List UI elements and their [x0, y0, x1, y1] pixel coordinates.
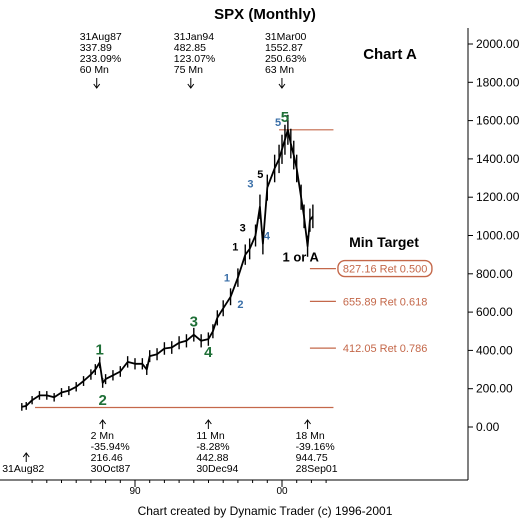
up-arrow-head — [22, 452, 30, 458]
top-annotation-line: 75 Mn — [174, 64, 203, 76]
plot-lines-layer: 827.16 Ret 0.500 655.89 Ret 0.618 412.05 R… — [35, 129, 433, 409]
wave-label: 5 — [257, 169, 263, 181]
retracement-label: 655.89 Ret 0.618 — [343, 296, 427, 308]
wave-label: 4 — [204, 344, 213, 361]
top-annotation-line: 123.07% — [174, 53, 215, 65]
wave-label: 1 — [232, 242, 238, 254]
chart-label: Chart A — [363, 46, 417, 63]
top-annotation-line: 1552.87 — [265, 42, 303, 54]
y-tick-label: 1400.00 — [476, 152, 520, 166]
down-arrow-head — [93, 83, 101, 89]
top-annotation-line: 482.85 — [174, 42, 206, 54]
up-arrow-head — [99, 419, 107, 425]
y-tick-label: 1200.00 — [476, 190, 520, 204]
wave-label: 3 — [247, 178, 253, 190]
bottom-annotation-line: 28Sep01 — [296, 463, 338, 475]
chart-footer: Chart created by Dynamic Trader (c) 1996… — [138, 504, 393, 518]
bottom-annotation-line: 30Oct87 — [91, 463, 131, 475]
bottom-annotation-line: 31Aug82 — [2, 463, 44, 475]
top-annotation-line: 233.09% — [80, 53, 121, 65]
bottom-annotation-line: 944.75 — [296, 452, 328, 464]
y-tick-label: 200.00 — [476, 382, 513, 396]
bottom-annotation-line: -8.28% — [196, 441, 229, 453]
retracement-label: 827.16 Ret 0.500 — [343, 264, 427, 276]
top-annotation-line: 337.89 — [80, 42, 112, 54]
up-arrow-head — [304, 419, 311, 425]
wave-label: 4 — [264, 231, 271, 243]
y-tick-label: 2000.00 — [476, 37, 520, 51]
retracement-box — [337, 259, 433, 278]
bottom-annotation-line: 30Dec94 — [196, 463, 238, 475]
top-annotation-line: 31Mar00 — [265, 31, 307, 43]
y-tick-label: 0.00 — [476, 420, 500, 434]
up-arrow-head — [204, 419, 212, 425]
bottom-annotation-line: -35.94% — [91, 441, 130, 453]
down-arrow-head — [278, 83, 286, 89]
x-tick-label: 90 — [129, 486, 141, 497]
bottom-annotation-line: 2 Mn — [91, 430, 115, 442]
top-annotation-line: 63 Mn — [265, 64, 294, 76]
wave-label: 3 — [240, 223, 246, 235]
chart-title: SPX (Monthly) — [214, 6, 316, 23]
top-annotation-line: 31Jan94 — [174, 31, 214, 43]
y-tick-label: 800.00 — [476, 267, 513, 281]
y-tick-label: 1000.00 — [476, 229, 520, 243]
wave-label: 2 — [98, 392, 106, 409]
wave-label: 1 — [96, 341, 104, 358]
bottom-annotation-line: -39.16% — [296, 441, 335, 453]
down-arrow-head — [187, 83, 195, 89]
bottom-annotation-line: 18 Mn — [296, 430, 325, 442]
bottom-annotation-line: 216.46 — [91, 452, 123, 464]
wave-label: 5 — [275, 117, 281, 129]
wave-label: 1 or A — [283, 249, 320, 264]
wave-label: 5 — [281, 109, 289, 126]
x-tick-label: 00 — [276, 486, 288, 497]
y-tick-label: 400.00 — [476, 343, 513, 357]
wave-label: 2 — [237, 299, 243, 311]
bottom-annotation-line: 442.88 — [196, 452, 228, 464]
y-tick-label: 600.00 — [476, 305, 513, 319]
top-annotation-line: 60 Mn — [80, 64, 109, 76]
top-annotation-line: 31Aug87 — [80, 31, 122, 43]
min-target-label: Min Target — [349, 234, 419, 250]
retracement-label: 412.05 Ret 0.786 — [343, 343, 427, 355]
bottom-annotation-line: 11 Mn — [196, 430, 225, 442]
price-series-layer — [21, 114, 314, 411]
y-tick-label: 1800.00 — [476, 75, 520, 89]
wave-label: 1 — [224, 272, 230, 284]
y-tick-label: 1600.00 — [476, 114, 520, 128]
top-annotation-line: 250.63% — [265, 53, 306, 65]
axes-layer: 2000.001800.001600.001400.001200.001000.… — [0, 28, 520, 497]
wave-label: 3 — [190, 314, 198, 331]
